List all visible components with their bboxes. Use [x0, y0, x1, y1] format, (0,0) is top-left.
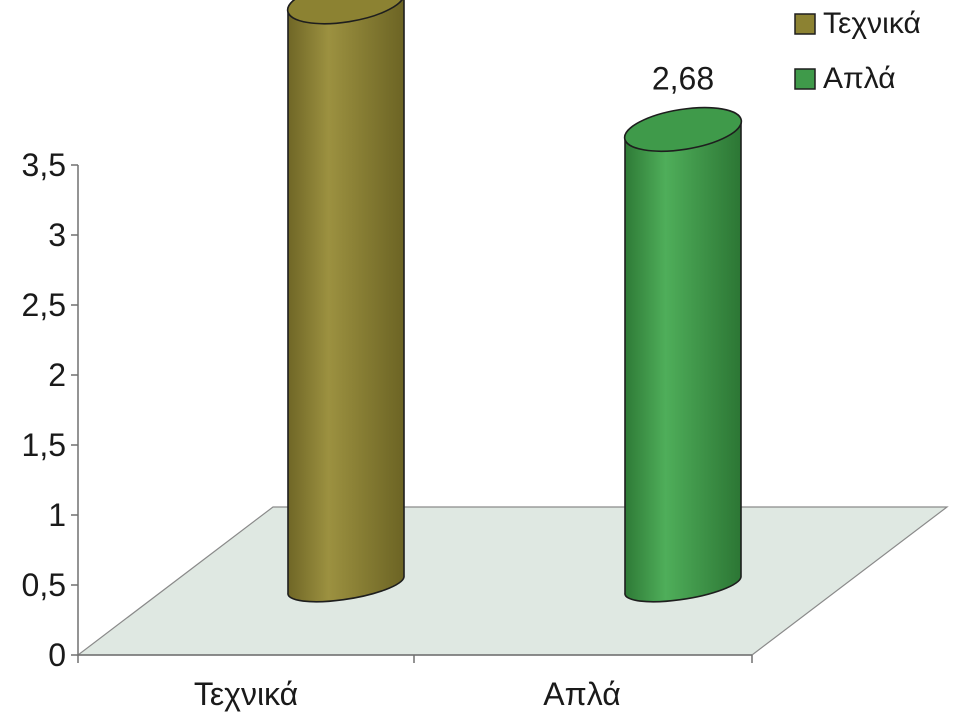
bar-cylinder-body — [624, 120, 742, 603]
bar-cylinder — [623, 106, 743, 603]
legend-swatch — [794, 68, 816, 90]
bar-cylinder-top — [286, 0, 406, 25]
bar-cylinder-top — [623, 106, 743, 153]
y-tick-label: 3 — [48, 217, 66, 253]
legend-swatch — [794, 13, 816, 35]
bar-cylinder — [286, 0, 406, 603]
legend-label: Απλά — [823, 62, 896, 95]
legend-item: Τεχνικά — [794, 7, 921, 40]
y-tick-label: 2 — [48, 357, 66, 393]
legend-item: Απλά — [794, 62, 896, 95]
y-tick-label: 1,5 — [22, 427, 66, 463]
y-tick-label: 0 — [48, 637, 66, 673]
x-category-label: Απλά — [543, 676, 620, 712]
y-tick-label: 0,5 — [22, 567, 66, 603]
legend-label: Τεχνικά — [823, 7, 921, 40]
data-label: 2,68 — [652, 60, 714, 96]
x-category-label: Τεχνικά — [194, 676, 298, 712]
y-tick-label: 2,5 — [22, 287, 66, 323]
bar-cylinder-body — [287, 0, 405, 603]
chart-floor — [76, 506, 949, 656]
y-tick-label: 1 — [48, 497, 66, 533]
y-tick-label: 3,5 — [22, 147, 66, 183]
